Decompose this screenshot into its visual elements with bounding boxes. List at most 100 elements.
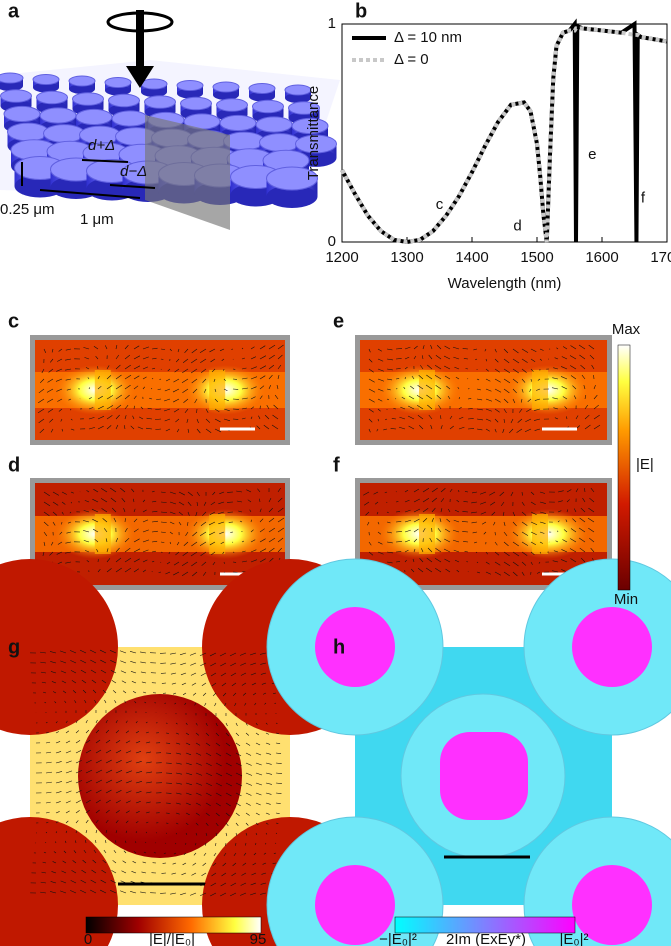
field-arrow — [404, 346, 411, 350]
field-arrow — [422, 528, 426, 533]
field-arrow — [205, 732, 210, 736]
field-arrow — [238, 510, 243, 513]
field-arrow — [530, 551, 535, 555]
field-arrow — [575, 415, 579, 420]
field-arrow — [434, 375, 442, 380]
field-arrow — [65, 800, 71, 804]
field-arrow — [122, 690, 127, 694]
field-arrow — [254, 702, 257, 706]
corner-hotspot — [315, 607, 395, 687]
field-arrow — [63, 850, 67, 854]
field-arrow — [70, 660, 77, 664]
field-arrow — [185, 742, 191, 746]
field-arrow — [456, 499, 460, 503]
field-arrow — [446, 385, 451, 390]
dimension-label: 1 μm — [80, 211, 114, 228]
field-arrow — [467, 378, 469, 380]
field-arrow — [265, 822, 269, 825]
field-arrow — [92, 518, 99, 523]
field-arrow — [158, 571, 162, 573]
field-arrow — [421, 548, 424, 553]
field-arrow — [215, 802, 221, 807]
field-arrow — [70, 670, 77, 674]
field-arrow — [202, 692, 207, 696]
x-tick-label: 1600 — [585, 249, 618, 266]
field-arrow — [272, 862, 277, 865]
field-arrow — [82, 689, 87, 694]
field-arrow — [80, 659, 87, 664]
field-arrow — [95, 839, 97, 844]
field-arrow — [503, 398, 509, 404]
field-arrow — [503, 551, 510, 557]
field-arrow — [377, 398, 383, 402]
field-arrow — [54, 701, 57, 704]
field-arrow — [195, 772, 203, 776]
field-arrow — [410, 385, 415, 390]
field-arrow — [232, 692, 237, 697]
field-arrow — [422, 498, 430, 503]
field-arrow — [52, 491, 60, 496]
field-arrow — [217, 511, 225, 515]
cylinder-bottom — [213, 90, 239, 100]
field-arrow — [195, 511, 198, 517]
field-arrow — [404, 356, 410, 360]
field-arrow — [277, 547, 283, 553]
field-arrow — [230, 892, 237, 897]
field-arrow — [428, 354, 433, 360]
field-arrow — [225, 772, 233, 777]
field-arrow — [236, 490, 243, 493]
panel-label: b — [355, 0, 367, 22]
field-arrow — [124, 404, 129, 410]
field-arrow — [203, 388, 207, 393]
field-arrow — [413, 548, 416, 553]
field-arrow — [213, 378, 216, 383]
field-arrow — [184, 408, 189, 413]
field-arrow — [51, 348, 54, 353]
field-arrow — [124, 547, 131, 553]
field-arrow — [539, 491, 546, 494]
field-arrow — [220, 892, 227, 897]
field-arrow — [88, 427, 96, 430]
field-arrow — [84, 550, 90, 553]
field-arrow — [105, 739, 111, 744]
field-arrow — [266, 404, 270, 410]
field-arrow — [447, 395, 451, 400]
field-arrow — [474, 541, 478, 544]
field-arrow — [194, 398, 198, 404]
field-arrow — [431, 507, 436, 513]
field-arrow — [97, 395, 103, 400]
field-arrow — [124, 384, 131, 390]
field-arrow — [75, 820, 79, 824]
field-arrow — [65, 720, 68, 724]
field-arrow — [110, 660, 117, 664]
field-arrow — [443, 548, 451, 553]
legend-label: Δ = 10 nm — [394, 29, 462, 46]
field-arrow — [124, 344, 129, 350]
field-arrow — [524, 428, 532, 433]
field-arrow — [115, 730, 120, 734]
field-arrow — [570, 558, 577, 563]
field-arrow — [173, 378, 180, 383]
field-arrow — [75, 750, 82, 754]
field-arrow — [135, 721, 138, 724]
field-arrow — [377, 348, 382, 352]
field-arrow — [185, 832, 188, 835]
field-arrow — [182, 388, 189, 394]
field-arrow — [230, 672, 237, 677]
field-arrow — [457, 386, 460, 390]
field-arrow — [70, 408, 72, 411]
field-arrow — [55, 741, 61, 744]
field-arrow — [201, 561, 207, 566]
center-hotspot — [440, 732, 528, 820]
field-arrow — [202, 571, 207, 576]
field-arrow — [425, 384, 433, 390]
colorbar — [85, 916, 262, 934]
field-arrow — [395, 521, 402, 523]
field-arrow — [401, 396, 406, 400]
field-arrow — [75, 760, 82, 764]
cylinder-bottom — [141, 87, 167, 97]
field-arrow — [463, 541, 469, 543]
field-arrow — [590, 547, 595, 553]
field-arrow — [45, 841, 47, 844]
field-arrow — [65, 561, 72, 564]
